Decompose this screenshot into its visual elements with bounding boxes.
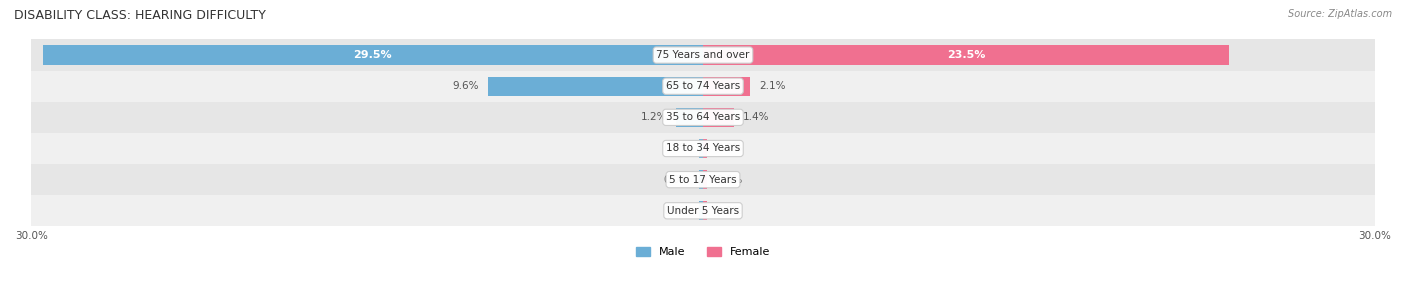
Bar [488, 76, 703, 96]
Legend: Male, Female: Male, Female [631, 243, 775, 262]
Bar [703, 76, 749, 96]
Text: 18 to 34 Years: 18 to 34 Years [666, 144, 740, 154]
Bar [31, 164, 1375, 195]
Bar [31, 133, 1375, 164]
Bar [31, 71, 1375, 102]
Text: 0.0%: 0.0% [664, 175, 690, 185]
Bar [31, 102, 1375, 133]
Text: 1.2%: 1.2% [641, 112, 668, 122]
Text: 2.1%: 2.1% [759, 81, 786, 91]
Text: Under 5 Years: Under 5 Years [666, 206, 740, 216]
Bar [42, 45, 703, 65]
Bar [703, 139, 707, 158]
Bar [31, 195, 1375, 226]
Text: 75 Years and over: 75 Years and over [657, 50, 749, 60]
Bar [703, 45, 1229, 65]
Bar [31, 39, 1375, 71]
Bar [699, 201, 703, 220]
Bar [703, 201, 707, 220]
Text: 1.4%: 1.4% [744, 112, 770, 122]
Text: 0.0%: 0.0% [716, 175, 742, 185]
Bar [703, 108, 734, 127]
Bar [676, 108, 703, 127]
Text: 0.0%: 0.0% [664, 144, 690, 154]
Text: 65 to 74 Years: 65 to 74 Years [666, 81, 740, 91]
Bar [699, 139, 703, 158]
Text: DISABILITY CLASS: HEARING DIFFICULTY: DISABILITY CLASS: HEARING DIFFICULTY [14, 9, 266, 22]
Text: 9.6%: 9.6% [453, 81, 479, 91]
Text: 5 to 17 Years: 5 to 17 Years [669, 175, 737, 185]
Text: 0.0%: 0.0% [716, 144, 742, 154]
Text: 23.5%: 23.5% [946, 50, 986, 60]
Text: 35 to 64 Years: 35 to 64 Years [666, 112, 740, 122]
Text: 29.5%: 29.5% [353, 50, 392, 60]
Bar [703, 170, 707, 189]
Text: Source: ZipAtlas.com: Source: ZipAtlas.com [1288, 9, 1392, 19]
Bar [699, 170, 703, 189]
Text: 0.0%: 0.0% [664, 206, 690, 216]
Text: 0.0%: 0.0% [716, 206, 742, 216]
